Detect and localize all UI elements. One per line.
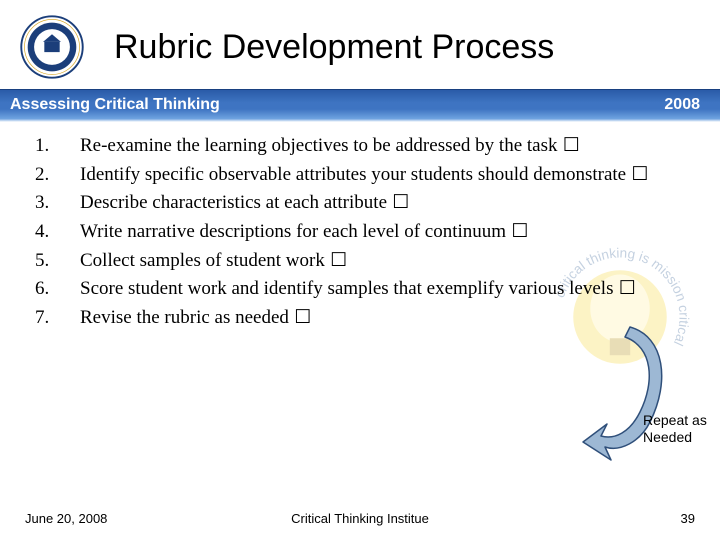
step-number: 4. <box>25 220 80 245</box>
step-text: Score student work and identify samples … <box>80 277 695 302</box>
step-number: 6. <box>25 277 80 302</box>
cycle-arrow-icon <box>575 312 675 472</box>
step-text: Collect samples of student work <box>80 249 695 274</box>
slide-title: Rubric Development Process <box>114 28 554 67</box>
header: Rubric Development Process <box>0 0 720 89</box>
step-item: 4.Write narrative descriptions for each … <box>25 220 695 245</box>
step-text: Identify specific observable attributes … <box>80 163 695 188</box>
bar-left-text: Assessing Critical Thinking <box>10 96 220 114</box>
step-number: 7. <box>25 306 80 331</box>
step-item: 5.Collect samples of student work <box>25 249 695 274</box>
footer-date: June 20, 2008 <box>25 511 107 526</box>
step-number: 3. <box>25 191 80 216</box>
step-text: Describe characteristics at each attribu… <box>80 191 695 216</box>
bar-right-text: 2008 <box>664 96 700 114</box>
college-seal-logo <box>20 15 84 79</box>
step-number: 5. <box>25 249 80 274</box>
step-number: 1. <box>25 134 80 159</box>
repeat-label: Repeat as Needed <box>643 412 718 446</box>
step-text: Re-examine the learning objectives to be… <box>80 134 695 159</box>
slide-number: 39 <box>681 511 695 526</box>
step-number: 2. <box>25 163 80 188</box>
footer-title: Critical Thinking Institue <box>291 511 429 526</box>
step-text: Write narrative descriptions for each le… <box>80 220 695 245</box>
steps-list: 1.Re-examine the learning objectives to … <box>25 134 695 331</box>
step-item: 3.Describe characteristics at each attri… <box>25 191 695 216</box>
step-item: 6.Score student work and identify sample… <box>25 277 695 302</box>
step-item: 1.Re-examine the learning objectives to … <box>25 134 695 159</box>
step-item: 2.Identify specific observable attribute… <box>25 163 695 188</box>
content-area: critical thinking is mission critical 1.… <box>0 122 720 331</box>
subtitle-bar: Assessing Critical Thinking 2008 <box>0 89 720 122</box>
footer: June 20, 2008 Critical Thinking Institue… <box>0 511 720 526</box>
